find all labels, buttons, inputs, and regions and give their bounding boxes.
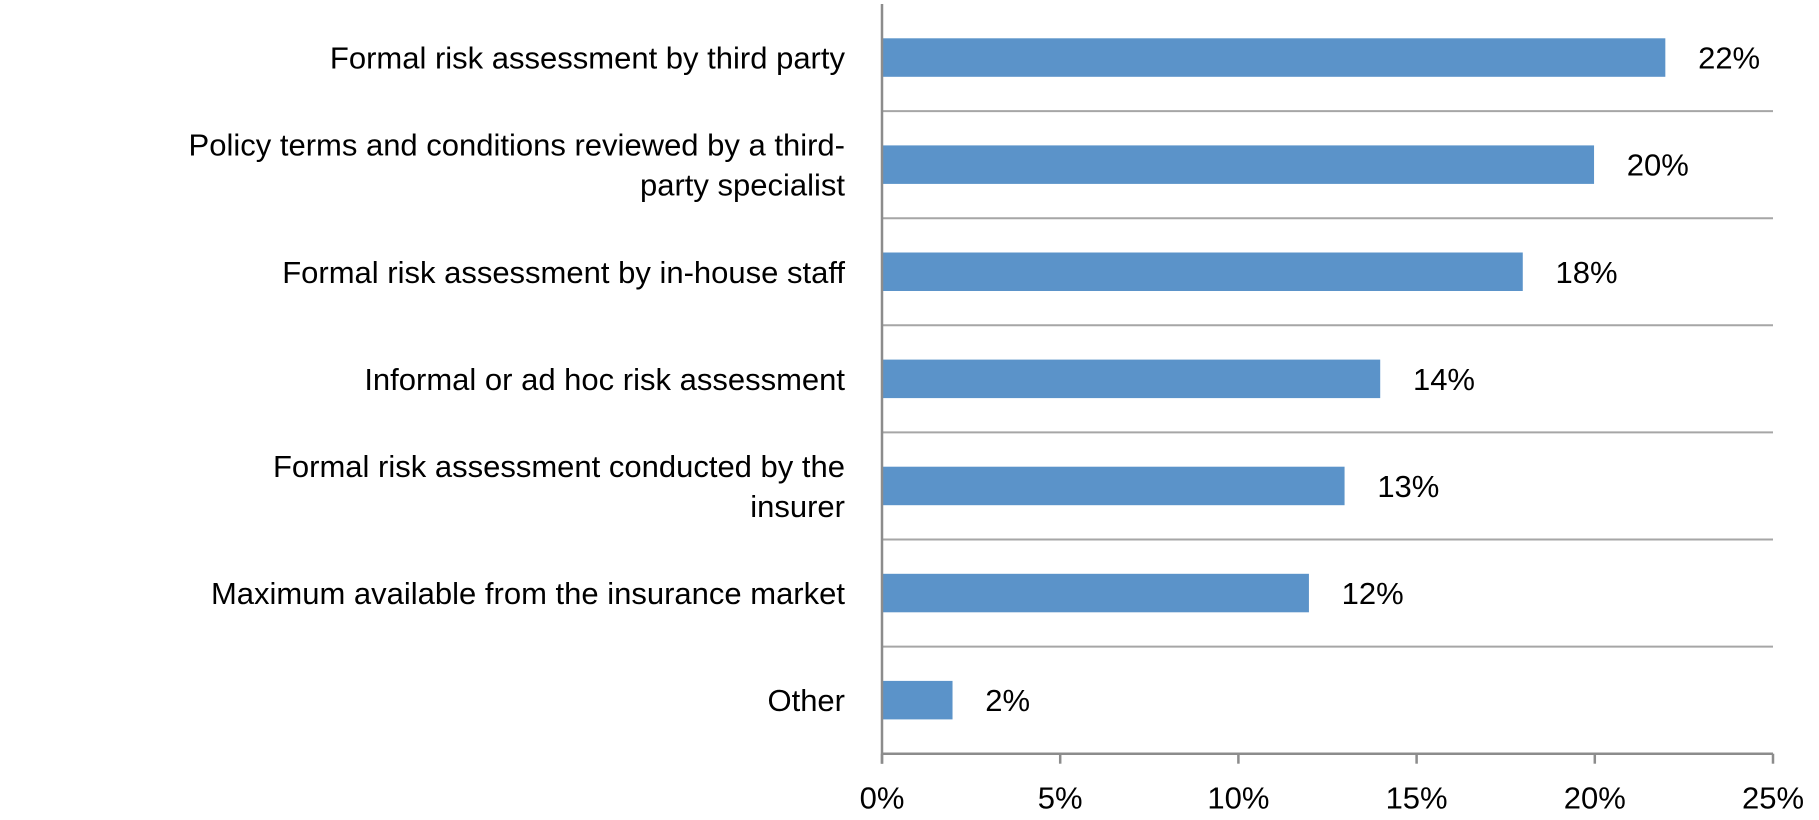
x-tick-label: 0% — [860, 781, 905, 816]
x-tick-label: 20% — [1564, 781, 1626, 816]
bar — [881, 679, 955, 721]
x-tick-label: 15% — [1386, 781, 1448, 816]
x-tick-label: 10% — [1207, 781, 1269, 816]
category-label: Other — [767, 683, 845, 718]
bar — [881, 358, 1382, 400]
data-label: 2% — [985, 683, 1030, 718]
category-label: Formal risk assessment by in-house staff — [282, 255, 845, 290]
category-label: Policy terms and conditions reviewed by … — [189, 128, 846, 203]
axes — [880, 4, 1775, 764]
bar — [881, 572, 1311, 614]
bar — [881, 465, 1347, 507]
bars — [881, 36, 1667, 721]
data-labels: 22% 20% 18% 14% 13% 12% 2% — [985, 41, 1760, 719]
x-tick-labels: 0% 5% 10% 15% 20% 25% — [860, 781, 1804, 816]
category-label: Informal or ad hoc risk assessment — [364, 362, 845, 397]
bar — [881, 143, 1596, 186]
bar — [881, 36, 1667, 79]
x-tick-label: 5% — [1038, 781, 1083, 816]
data-label: 12% — [1342, 576, 1404, 611]
x-tick-label: 25% — [1742, 781, 1804, 816]
data-label: 20% — [1627, 148, 1689, 183]
data-label: 18% — [1556, 255, 1618, 290]
category-label: Formal risk assessment by third party — [330, 41, 846, 76]
category-labels: Formal risk assessment by third party Pol… — [189, 41, 846, 719]
category-label: Maximum available from the insurance mar… — [211, 576, 845, 611]
data-label: 13% — [1377, 469, 1439, 504]
data-label: 22% — [1698, 41, 1760, 76]
data-label: 14% — [1413, 362, 1475, 397]
grid-lines — [882, 110, 1773, 648]
bar — [881, 251, 1525, 293]
category-label: Formal risk assessment conducted by the i… — [273, 449, 845, 524]
